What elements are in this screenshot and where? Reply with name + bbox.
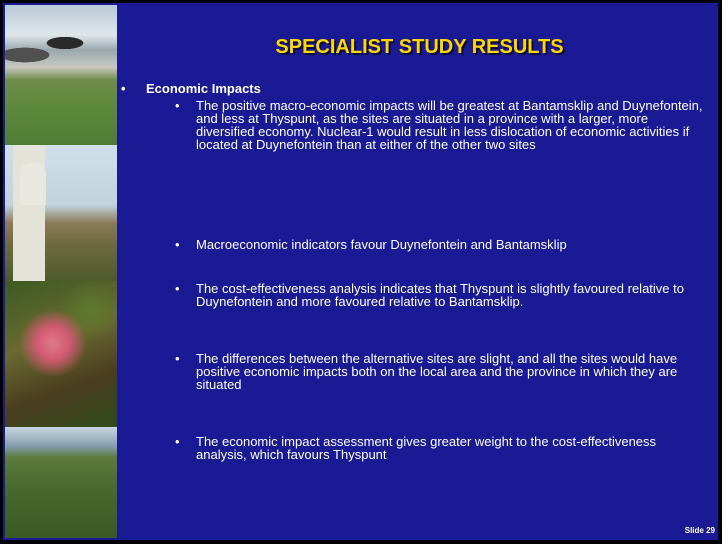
photo-coast [5, 5, 117, 145]
section-label: Economic Impacts [146, 81, 261, 96]
photo-flower [5, 281, 117, 427]
bullet: •The economic impact assessment gives gr… [175, 435, 705, 461]
page: {"header": {"title": "SPECIALIST STUDY R… [0, 0, 722, 544]
bullet-text: Macroeconomic indicators favour Duynefon… [196, 238, 705, 251]
bullet: •The cost-effectiveness analysis indicat… [175, 282, 705, 308]
bullet-text: The economic impact assessment gives gre… [196, 435, 705, 461]
section-heading: •Economic Impacts [121, 81, 261, 96]
bullet-text: The cost-effectiveness analysis indicate… [196, 282, 705, 308]
photo-power-station [5, 145, 117, 281]
slide-title: SPECIALIST STUDY RESULTS [121, 36, 718, 59]
photo-vegetation [5, 427, 117, 538]
slide-number: Slide 29 [685, 526, 715, 535]
bullet-text: The positive macro-economic impacts will… [196, 99, 705, 151]
slide: SPECIALIST STUDY RESULTS •Economic Impac… [3, 3, 718, 540]
bullet-text: The differences between the alternative … [196, 352, 705, 391]
bullet: •Macroeconomic indicators favour Duynefo… [175, 238, 705, 251]
bullet: •The differences between the alternative… [175, 352, 705, 391]
bullet: •The positive macro-economic impacts wil… [175, 99, 705, 151]
